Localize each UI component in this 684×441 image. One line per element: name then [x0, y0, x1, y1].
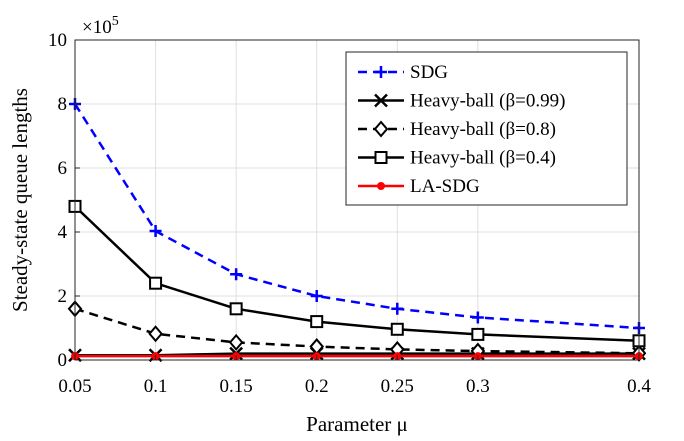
- square-marker: [374, 151, 388, 164]
- legend-entry: Heavy-ball (β=0.4): [358, 148, 556, 169]
- square-marker: [149, 276, 163, 290]
- legend-label: Heavy-ball (β=0.4): [410, 148, 556, 169]
- plus-marker: [391, 302, 404, 315]
- x-marker: [374, 93, 388, 108]
- plus-marker: [310, 290, 323, 302]
- x-tick-label: 0.4: [627, 376, 651, 397]
- y-tick-label: 4: [58, 222, 68, 243]
- x-tick-label: 0.25: [381, 376, 414, 397]
- plus-marker: [375, 66, 387, 78]
- x-tick-label: 0.15: [220, 376, 253, 397]
- square-marker: [390, 322, 404, 336]
- axis-ticks: 0.05 0.1 0.15 0.2 0.25 0.3 0.4 0 2 4 6 8 10: [48, 30, 651, 397]
- dot-marker: [377, 182, 385, 190]
- legend-label: Heavy-ball (β=0.99): [410, 91, 565, 112]
- legend-entry: LA-SDG: [358, 176, 480, 197]
- plot-frame: [74, 39, 640, 361]
- legend-label: LA-SDG: [410, 176, 480, 197]
- x-axis-label: Parameter μ: [306, 412, 408, 436]
- square-marker: [229, 302, 243, 316]
- plus-marker: [471, 311, 484, 324]
- square-marker: [471, 327, 485, 341]
- diamond-marker: [228, 333, 244, 351]
- plus-marker: [149, 225, 162, 238]
- legend-label: SDG: [410, 62, 448, 83]
- legend-label: Heavy-ball (β=0.8): [410, 119, 556, 140]
- x-tick-label: 0.1: [144, 376, 168, 397]
- diamond-marker: [148, 325, 163, 343]
- x-tick-label: 0.2: [305, 376, 329, 397]
- plus-marker: [230, 268, 243, 281]
- x-tick-label: 0.3: [466, 376, 490, 397]
- legend-entry: Heavy-ball (β=0.99): [358, 91, 565, 112]
- y-tick-label: 0: [58, 350, 68, 371]
- legend: SDG Heavy-ball (β=0.99) Heavy-ball (β=0.8)…: [345, 51, 628, 206]
- y-tick-label: 6: [58, 158, 68, 179]
- x-tick-label: 0.05: [58, 376, 91, 397]
- legend-entry: Heavy-ball (β=0.8): [358, 119, 556, 140]
- legend-entry: SDG: [358, 62, 448, 83]
- y-tick-label: 10: [48, 30, 67, 51]
- y-tick-label: 2: [58, 286, 68, 307]
- square-marker: [310, 315, 324, 329]
- y-tick-label: 8: [58, 94, 68, 115]
- legend-box: [345, 51, 628, 206]
- y-exponent: 5: [112, 14, 119, 29]
- y-multiplier: ×105: [82, 14, 119, 38]
- diamond-marker: [373, 120, 389, 138]
- y-axis-label: Steady-state queue lengths: [8, 88, 32, 312]
